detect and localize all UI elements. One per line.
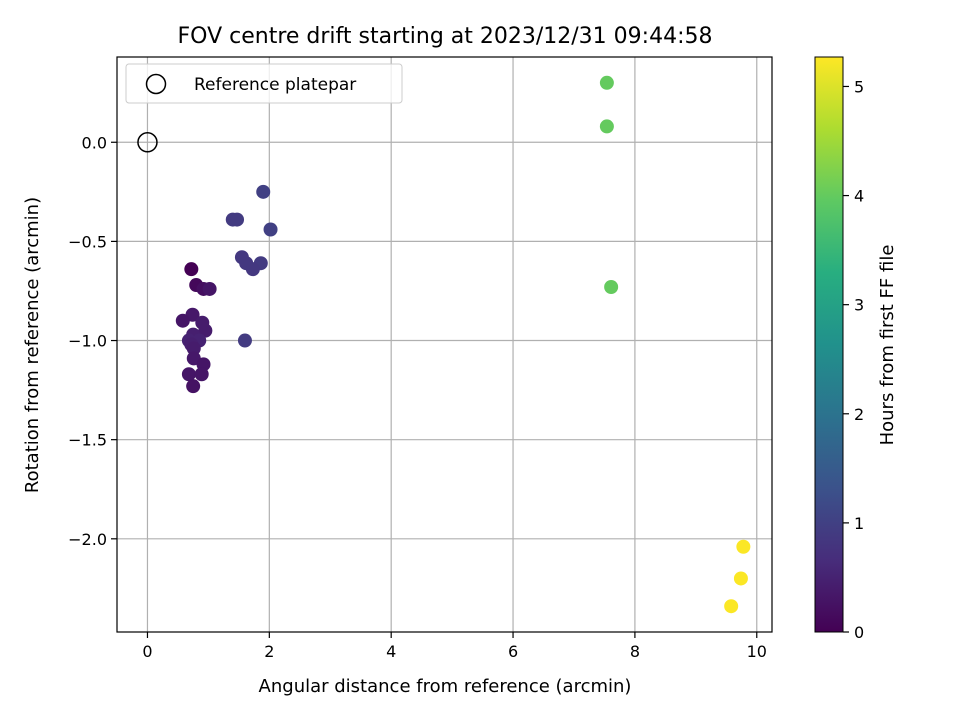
axes-frame [116,56,773,633]
chart-title: FOV centre drift starting at 2023/12/31 … [178,24,713,49]
legend-label-reference: Reference platepar [194,75,356,95]
data-point [245,262,260,277]
y-tick-label: −2.0 [68,530,107,549]
data-point [263,222,278,237]
x-tick-label: 6 [508,642,518,661]
data-point [736,539,751,554]
data-point [599,119,614,134]
x-tick-label: 8 [630,642,640,661]
colorbar-tick-label: 0 [854,623,864,642]
colorbar-tick-label: 5 [854,77,864,96]
legend-marker-reference [145,73,167,95]
data-point [733,571,748,586]
x-axis-ticks: 0 2 4 6 8 10 [142,632,767,661]
y-tick-label: 0.0 [82,133,107,152]
x-axis-label: Angular distance from reference (arcmin) [259,676,632,697]
x-tick-label: 10 [747,642,767,661]
x-tick-label: 0 [142,642,152,661]
reference-point-marker [137,132,158,153]
colorbar-tick-label: 4 [854,187,864,206]
colorbar-tick-label: 3 [854,296,864,315]
data-point [181,367,196,382]
x-tick-label: 2 [264,642,274,661]
y-tick-label: −0.5 [68,232,107,251]
data-point [202,281,217,296]
data-points [175,75,751,614]
data-point [175,313,190,328]
y-axis-label: Rotation from reference (arcmin) [22,197,43,493]
reference-layer [137,132,158,153]
plot-area: 0 2 4 6 8 10 0.0 −0.5 −1.0 −1.5 −2.0 [68,56,773,661]
data-point [184,262,199,277]
legend: Reference platepar [125,63,403,104]
data-point [186,341,201,356]
data-point [256,184,271,199]
grid-lines [117,57,772,632]
data-point [230,212,245,227]
colorbar-gradient [814,56,844,633]
colorbar-ticks: 0 1 2 3 4 5 [843,77,864,642]
data-point [604,280,619,294]
data-point [237,333,252,348]
colorbar-tick-label: 2 [854,405,864,424]
colorbar-label: Hours from first FF file [877,245,898,446]
x-tick-label: 4 [386,642,396,661]
colorbar: 0 1 2 3 4 5 Hours from first FF file [814,56,898,642]
data-point [186,379,201,394]
legend-box [125,63,403,104]
data-point [599,75,614,90]
data-point [194,367,209,382]
data-point [724,599,739,614]
y-tick-label: −1.5 [68,431,107,450]
colorbar-tick-label: 1 [854,514,864,533]
y-axis-ticks: 0.0 −0.5 −1.0 −1.5 −2.0 [68,133,117,549]
y-tick-label: −1.0 [68,332,107,351]
